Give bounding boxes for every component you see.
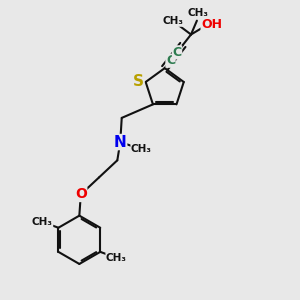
Text: CH₃: CH₃ xyxy=(131,144,152,154)
Text: CH₃: CH₃ xyxy=(162,16,183,26)
Text: O: O xyxy=(75,188,87,202)
Text: CH₃: CH₃ xyxy=(188,8,209,18)
Text: CH₃: CH₃ xyxy=(106,253,127,263)
Text: CH₃: CH₃ xyxy=(32,217,53,227)
Text: N: N xyxy=(114,134,127,149)
Text: C: C xyxy=(172,46,182,59)
Text: C: C xyxy=(166,54,175,67)
Text: OH: OH xyxy=(201,18,222,31)
Text: S: S xyxy=(133,74,144,89)
